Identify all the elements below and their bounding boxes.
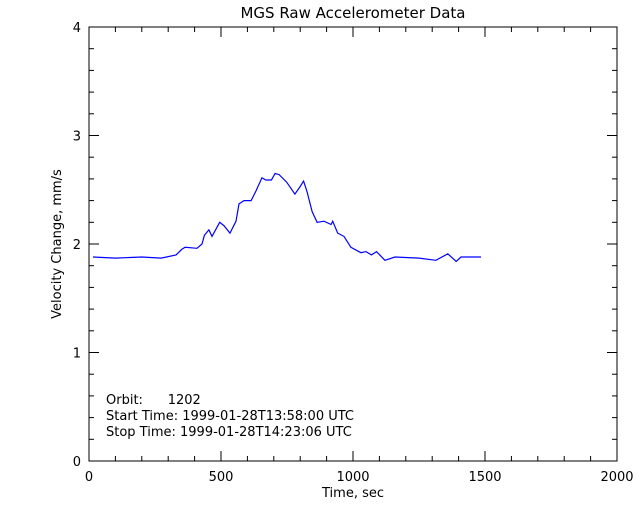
x-axis-label: Time, sec	[321, 486, 384, 501]
y-tick-label: 2	[73, 238, 81, 253]
series-line	[92, 172, 481, 263]
axis-ticks	[88, 26, 618, 462]
y-tick-label: 0	[73, 455, 81, 470]
x-tick-label: 500	[209, 470, 234, 485]
annotation-stop-time: Stop Time: 1999-01-28T14:23:06 UTC	[106, 425, 352, 440]
y-tick-label: 4	[73, 21, 81, 36]
x-tick-label: 0	[85, 470, 93, 485]
x-tick-label: 1500	[468, 470, 501, 485]
chart-title: MGS Raw Accelerometer Data	[240, 4, 465, 22]
y-axis-label: Velocity Change, mm/s	[50, 169, 65, 319]
annotation-start-time: Start Time: 1999-01-28T13:58:00 UTC	[106, 409, 354, 424]
annotation-orbit: Orbit: 1202	[106, 393, 201, 408]
y-tick-label: 3	[73, 130, 81, 145]
x-tick-label: 2000	[600, 470, 633, 485]
y-tick-label: 1	[73, 347, 81, 362]
x-tick-label: 1000	[336, 470, 369, 485]
tick-labels: 0 500 1000 1500 2000 0 1 2 3 4	[73, 21, 634, 485]
